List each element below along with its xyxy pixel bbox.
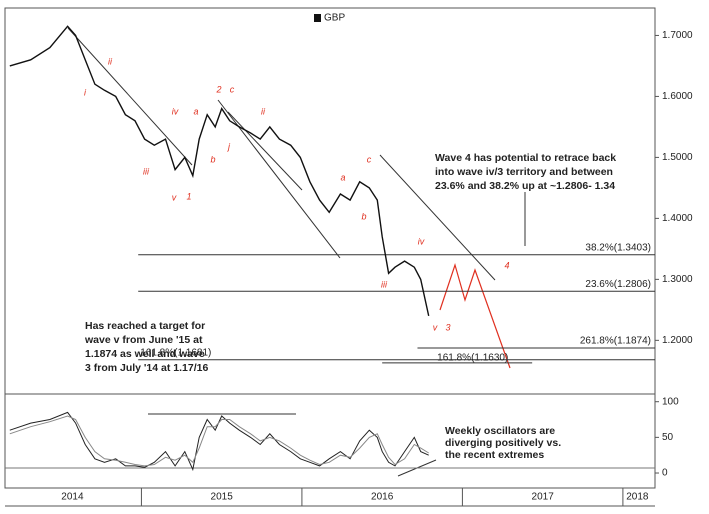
wave-label: v [172,192,177,202]
x-tick-label: 2017 [532,492,555,503]
wave-label: iv [172,106,179,116]
y-tick-label: 1.7000 [662,30,693,41]
wave-label: iii [143,166,150,176]
note-line: Wave 4 has potential to retrace back [435,152,616,164]
y-tick-label: 1.4000 [662,213,693,224]
price-line [9,25,430,317]
fib-label: 161.8%(1.1681) [140,347,211,358]
note-line: 3 from July '14 at 1.17/16 [85,362,208,374]
note-line: into wave iv/3 territory and between [435,166,613,178]
y-tick-label: 1.6000 [662,91,693,102]
trend-lines [5,27,655,477]
y-tick-label: 1.5000 [662,152,693,163]
trend-line [67,27,193,166]
wave-label: ii [261,106,266,116]
y-tick-label: 100 [662,396,679,407]
oscillator-line [9,411,429,472]
fib-label: 261.8%(1.1874) [580,336,651,347]
wave-label: j [227,141,231,151]
x-tick-label: 2018 [626,492,649,503]
x-tick-label: 2015 [211,492,234,503]
fib-label: 38.2%(1.3403) [585,242,651,253]
wave-label: iv [418,236,425,246]
legend-label: GBP [324,13,345,24]
wave-label: 3 [445,322,450,332]
wave-label: a [340,172,345,182]
wave-label: 2 [215,84,221,94]
note-line: 23.6% and 38.2% up at ~1.2806- 1.34 [435,180,615,192]
legend-swatch [314,14,321,22]
wave-label: b [210,154,215,164]
trend-line [379,154,496,281]
wave-label: 4 [504,260,509,270]
note-line: wave v from June '15 at [84,334,203,346]
note-line: 1.1874 as well and wave [85,348,205,360]
oscillator-line [9,415,429,467]
wave-label: 1 [186,191,191,201]
projection-path [439,262,511,369]
wave-label: iii [381,279,388,289]
y-tick-label: 1.2000 [662,335,693,346]
note-line: Has reached a target for [85,320,205,332]
wave-label: a [193,106,198,116]
note-line: the recent extremes [445,449,544,461]
x-tick-label: 2014 [61,492,84,503]
note-line: diverging positively vs. [445,437,561,449]
wave-label: c [230,84,235,94]
note-line: Weekly oscillators are [445,425,555,437]
y-tick-label: 0 [662,468,668,479]
trend-line [227,111,303,191]
y-tick-label: 50 [662,432,674,443]
fib-label: 23.6%(1.2806) [585,279,651,290]
wave-label: ii [108,56,113,66]
wave-label: v [433,322,438,332]
trend-line [217,99,341,259]
x-tick-label: 2016 [371,492,394,503]
plot-frame [4,7,656,489]
fib-label: 161.8%(1.1630) [437,353,508,364]
wave-label: c [367,154,372,164]
wave-label: i [84,87,87,97]
y-tick-label: 1.3000 [662,274,693,285]
wave-label: b [361,211,366,221]
